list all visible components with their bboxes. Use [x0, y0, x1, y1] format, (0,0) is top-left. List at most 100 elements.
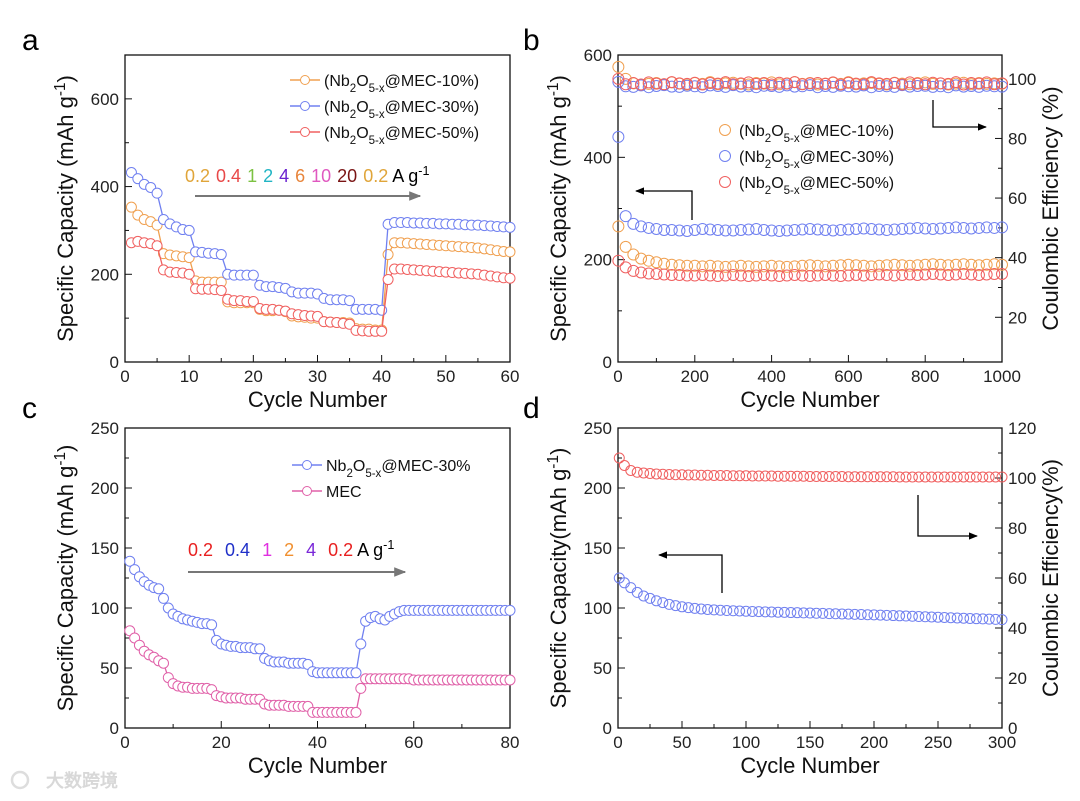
- x-tick-label: 200: [681, 367, 709, 386]
- efficiency-point: [727, 78, 740, 91]
- legend-marker: [719, 150, 731, 162]
- capacity-point: [642, 221, 655, 234]
- efficiency-point: [618, 460, 630, 471]
- label-part: ): [53, 75, 78, 82]
- chart-panel-b: 0 200 400 600 800 1000 0 200 400 600 20 40 60 80 100Co…: [545, 46, 1064, 412]
- capacity-point: [711, 223, 724, 236]
- efficiency-point: [990, 471, 1002, 483]
- label-part: @MEC-30%): [800, 149, 894, 166]
- left-axis-arrow-d: [658, 551, 723, 593]
- capacity-point: [811, 223, 824, 236]
- efficiency-point: [896, 78, 909, 91]
- capacity-point: [903, 268, 916, 281]
- panel-letter-d: d: [523, 392, 540, 425]
- capacity-point: [958, 612, 970, 624]
- y-axis-label: Specific Capacity (mAh g-1): [52, 75, 79, 342]
- legend-label: (Nb2O5-x@MEC-10%): [739, 123, 894, 145]
- plot-frame: [617, 54, 1003, 363]
- capacity-point: [888, 223, 901, 236]
- y-tick-label: 400: [584, 148, 612, 167]
- capacity-point: [742, 260, 755, 273]
- series-1: [612, 75, 1008, 238]
- label-part: (Nb: [739, 175, 765, 192]
- label-part: ): [546, 448, 571, 455]
- efficiency-point: [926, 80, 939, 93]
- capacity-point: [949, 258, 962, 271]
- x-tick-label: 200: [860, 733, 888, 752]
- legend-item: (Nb2O5-x@MEC-10%): [719, 123, 894, 145]
- panel-letter-b: b: [523, 24, 540, 57]
- capacity-point: [945, 612, 957, 624]
- x-axis-label: Cycle Number: [248, 753, 387, 778]
- data-point: [504, 604, 516, 616]
- capacity-point: [798, 607, 810, 619]
- label-part: O: [353, 458, 365, 475]
- capacity-point: [631, 586, 643, 598]
- label-part: ): [546, 75, 571, 82]
- subscript: 5-x: [784, 159, 800, 171]
- rate-label: 0.2: [188, 540, 213, 560]
- capacity-point: [874, 609, 886, 621]
- capacity-point: [765, 224, 778, 237]
- rate-label: 0.2: [363, 166, 388, 186]
- efficiency-point: [830, 471, 842, 482]
- data-point: [215, 249, 227, 261]
- data-point: [183, 224, 195, 236]
- capacity-point: [811, 259, 824, 272]
- capacity-point: [742, 223, 755, 236]
- capacity-point: [696, 269, 709, 282]
- efficiency-point: [676, 469, 688, 481]
- efficiency-point: [665, 80, 678, 93]
- capacity-point: [996, 614, 1008, 626]
- capacity-point: [926, 611, 938, 623]
- capacity-point: [742, 270, 755, 283]
- x-tick-label: 50: [673, 733, 692, 752]
- capacity-point: [688, 259, 701, 272]
- capacity-point: [926, 222, 939, 235]
- data-point: [504, 674, 516, 686]
- y2-tick-label: 100: [1008, 469, 1036, 488]
- legend-item: (Nb2O5-x@MEC-30%): [719, 149, 894, 171]
- capacity-point: [796, 223, 809, 236]
- capacity-point: [911, 221, 924, 234]
- x-tick-label: 400: [757, 367, 785, 386]
- legend-label: (Nb2O5-x@MEC-30%): [324, 99, 479, 121]
- efficiency-point: [711, 77, 724, 90]
- efficiency-point: [811, 81, 824, 94]
- capacity-point: [857, 259, 870, 272]
- capacity-point: [695, 603, 707, 615]
- subscript: 2: [765, 133, 771, 145]
- capacity-point: [964, 612, 976, 624]
- capacity-point: [900, 610, 912, 622]
- data-point: [158, 657, 169, 669]
- capacity-point: [696, 222, 709, 235]
- efficiency-point: [635, 78, 648, 91]
- x-tick-label: 40: [372, 367, 391, 386]
- efficiency-point: [949, 76, 962, 89]
- y-tick-label: 600: [91, 90, 119, 109]
- efficiency-point: [919, 78, 932, 91]
- capacity-point: [834, 223, 847, 236]
- capacity-point: [670, 600, 682, 612]
- data-point: [382, 274, 394, 286]
- capacity-point: [650, 595, 662, 607]
- efficiency-point: [834, 78, 847, 91]
- capacity-point: [903, 222, 916, 235]
- label-part: Specific Capacity (mAh g: [53, 96, 78, 342]
- efficiency-point: [880, 77, 893, 90]
- capacity-point: [957, 267, 970, 280]
- capacity-point: [704, 223, 717, 236]
- x-tick-label: 1000: [983, 367, 1021, 386]
- efficiency-point: [727, 79, 740, 92]
- subscript: 5-x: [369, 83, 385, 95]
- capacity-point: [635, 252, 648, 265]
- label-part: Specific Capacity (mAh g: [53, 466, 78, 712]
- efficiency-point: [759, 470, 771, 482]
- capacity-point: [819, 223, 832, 236]
- efficiency-point: [695, 469, 707, 481]
- capacity-point: [757, 269, 770, 282]
- capacity-point: [990, 613, 1002, 625]
- capacity-point: [650, 267, 663, 280]
- y-tick-label: 0: [110, 353, 119, 372]
- superscript: -1: [545, 82, 562, 96]
